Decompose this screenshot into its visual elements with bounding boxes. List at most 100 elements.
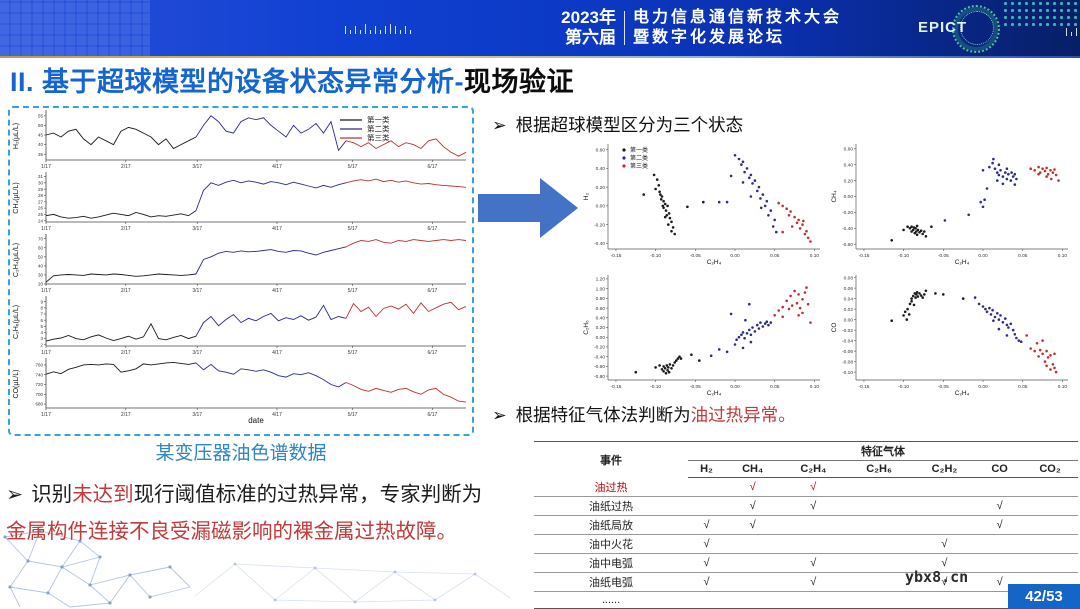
svg-text:-0.10: -0.10 xyxy=(650,253,661,259)
svg-text:8: 8 xyxy=(40,305,43,310)
table-check-cell: √ xyxy=(725,515,781,535)
svg-text:-0.05: -0.05 xyxy=(690,253,701,259)
svg-text:5/17: 5/17 xyxy=(348,288,358,294)
bullet-arrow-icon: ➢ xyxy=(6,483,24,506)
svg-text:1.00: 1.00 xyxy=(596,286,606,292)
svg-text:0.60: 0.60 xyxy=(596,147,606,153)
svg-text:1/17: 1/17 xyxy=(41,226,51,232)
table-check-cell: √ xyxy=(688,572,726,592)
svg-text:-0.04: -0.04 xyxy=(842,338,853,344)
svg-text:-0.02: -0.02 xyxy=(842,328,853,334)
table-check-cell xyxy=(977,534,1023,554)
svg-text:C₂H₄: C₂H₄ xyxy=(955,259,970,266)
conference-title-line1: 电力信息通信新技术大会 xyxy=(633,9,843,26)
ts-panel-4: 760 740 720 700 680 1/17 2/17 3/17 4/17 5/17 6/17 C… xyxy=(13,358,467,425)
table-row: 油中电弧 √ √ √ xyxy=(534,553,1078,573)
svg-text:2: 2 xyxy=(40,342,43,347)
svg-text:6/17: 6/17 xyxy=(428,164,438,170)
table-row-label: 油纸局放 xyxy=(534,515,688,535)
svg-text:0.00: 0.00 xyxy=(978,253,988,259)
svg-text:0.00: 0.00 xyxy=(596,204,606,210)
svg-text:30: 30 xyxy=(38,273,44,278)
scatter-plot-2: -0.15 -0.10 -0.05 0.00 0.05 0.10 1.20 1.00 0.80 0… xyxy=(583,275,820,397)
table-row: 油过热 √ √ xyxy=(534,477,1078,497)
feature-gas-table: 事件 特征气体 H₂ CH₄ C₂H₄ C₂H₆ C₂H₂ CO CO₂ 油过热 √ √ 油纸过热 √ √ √… xyxy=(534,441,1078,609)
table-check-cell: √ xyxy=(725,496,781,516)
header-banner: 2023年 第六届 电力信息通信新技术大会 暨数字化发展论坛 EPICT xyxy=(0,0,1080,56)
table-check-cell xyxy=(725,591,781,609)
table-check-cell xyxy=(688,477,726,497)
svg-text:740: 740 xyxy=(35,372,43,377)
para-highlight2: 金属构件连接不良受漏磁影响的裸金属过热故障。 xyxy=(6,520,457,543)
svg-text:50: 50 xyxy=(38,123,44,128)
header-underline xyxy=(0,56,1080,58)
table-row-label: 油中火花 xyxy=(534,534,688,554)
svg-text:35: 35 xyxy=(38,152,44,157)
svg-text:0.10: 0.10 xyxy=(1058,384,1068,390)
svg-text:2/17: 2/17 xyxy=(121,288,131,294)
table-check-cell xyxy=(977,477,1023,497)
svg-text:0.05: 0.05 xyxy=(770,253,780,259)
table-check-cell xyxy=(1022,553,1078,573)
svg-text:6/17: 6/17 xyxy=(428,226,438,232)
table-check-cell: √ xyxy=(688,515,726,535)
svg-text:第三类: 第三类 xyxy=(630,162,648,170)
svg-text:26: 26 xyxy=(38,206,44,211)
table-row-label: 油过热 xyxy=(534,477,688,497)
table-check-cell xyxy=(911,515,978,535)
chart-caption: 某变压器油色谱数据 xyxy=(155,443,327,464)
svg-text:0.00: 0.00 xyxy=(730,384,740,390)
svg-text:-0.10: -0.10 xyxy=(898,384,909,390)
svg-text:0.00: 0.00 xyxy=(844,194,854,200)
svg-text:-0.10: -0.10 xyxy=(650,384,661,390)
svg-text:760: 760 xyxy=(35,362,43,367)
svg-text:27: 27 xyxy=(38,199,44,204)
mosaic-decoration xyxy=(0,0,150,56)
svg-text:31: 31 xyxy=(38,174,44,179)
table-check-cell xyxy=(688,591,726,609)
table-gas-header: C₂H₂ xyxy=(911,460,978,478)
svg-text:2/17: 2/17 xyxy=(121,226,131,232)
svg-text:3/17: 3/17 xyxy=(192,350,202,356)
scatter-plot-1: -0.15 -0.10 -0.05 0.00 0.05 0.10 0.60 0.40 0.20 0… xyxy=(831,144,1068,266)
page-number-badge: 42/53 xyxy=(1008,584,1080,609)
svg-text:-0.06: -0.06 xyxy=(842,349,853,355)
svg-text:0.40: 0.40 xyxy=(596,315,606,321)
dot-grid-decoration xyxy=(1002,0,1080,26)
svg-text:9: 9 xyxy=(40,299,43,304)
table-gas-header: C₂H₄ xyxy=(780,460,847,478)
svg-text:3/17: 3/17 xyxy=(192,226,202,232)
table-check-cell xyxy=(846,515,912,535)
table-check-cell xyxy=(780,515,847,535)
table-event-header: 事件 xyxy=(534,441,688,478)
header-divider xyxy=(624,11,625,45)
svg-text:-0.15: -0.15 xyxy=(610,253,621,259)
scatter-svg: -0.15 -0.10 -0.05 0.00 0.05 0.10 0.60 0.40 0.20 0… xyxy=(583,144,1068,397)
table-check-cell xyxy=(846,477,912,497)
svg-text:45: 45 xyxy=(38,133,44,138)
svg-text:CO: CO xyxy=(831,323,838,333)
table-group-header: 特征气体 xyxy=(688,441,1078,461)
table-check-cell xyxy=(846,591,912,609)
svg-text:-0.20: -0.20 xyxy=(842,210,853,216)
table-check-cell: √ xyxy=(911,572,978,592)
svg-text:-0.15: -0.15 xyxy=(610,384,621,390)
ruler-ticks-right-icon xyxy=(1066,28,1080,36)
svg-text:5/17: 5/17 xyxy=(348,350,358,356)
svg-text:0.40: 0.40 xyxy=(596,166,606,172)
table-row-label: ...... xyxy=(534,591,688,609)
svg-text:CH₄: CH₄ xyxy=(831,190,838,202)
svg-text:0.04: 0.04 xyxy=(844,296,854,302)
network-decoration-2 xyxy=(194,562,511,604)
svg-text:1.20: 1.20 xyxy=(596,277,606,283)
gas-chromatogram-chart: 55 50 45 40 35 1/17 2/17 3/17 4/17 5/17 6/17 H₂(μL/… xyxy=(8,106,474,436)
svg-text:0.10: 0.10 xyxy=(810,253,820,259)
watermark: ybx8.cn xyxy=(905,568,969,586)
svg-text:0.20: 0.20 xyxy=(596,325,606,331)
svg-text:5/17: 5/17 xyxy=(348,412,358,418)
table-check-cell: √ xyxy=(780,496,847,516)
svg-text:0.05: 0.05 xyxy=(1018,253,1028,259)
svg-text:0.80: 0.80 xyxy=(596,296,606,302)
svg-text:C₂H₆(μL/L): C₂H₆(μL/L) xyxy=(13,305,20,339)
svg-text:0.06: 0.06 xyxy=(844,286,854,292)
